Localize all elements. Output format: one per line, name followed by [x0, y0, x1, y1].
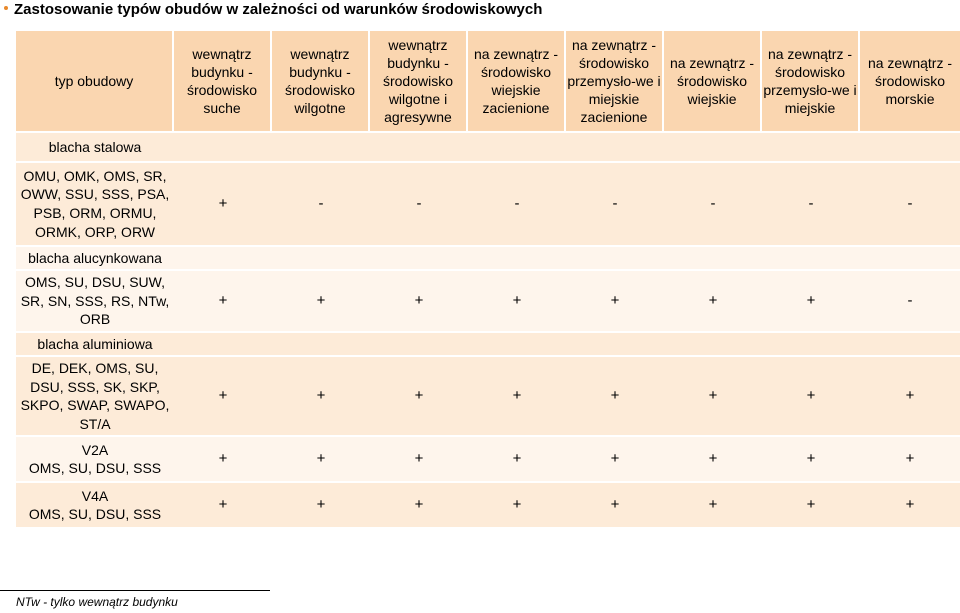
header-col: wewnątrz budynku - środowisko wilgotne: [272, 31, 370, 131]
header-col: wewnątrz budynku - środowisko suche: [174, 31, 272, 131]
value-cell: +: [468, 357, 566, 436]
table-row: V4A OMS, SU, DSU, SSS + + + + + + + +: [16, 483, 960, 528]
types-text: OMS, SU, DSU, SSS: [28, 506, 162, 523]
header-col: na zewnątrz - środowisko wiejskie zacien…: [468, 31, 566, 131]
material-label: blacha aluminiowa: [16, 333, 174, 355]
header-col: wewnątrz budynku - środowisko wilgotne i…: [370, 31, 468, 131]
value-cell: +: [174, 483, 272, 528]
footnote-divider: [0, 590, 270, 591]
value-cell: +: [566, 271, 664, 331]
value-cell: +: [370, 271, 468, 331]
value-cell: -: [860, 163, 960, 245]
value-cell: +: [860, 483, 960, 528]
value-cell: +: [566, 483, 664, 528]
table-body: blacha stalowa OMU, OMK, OMS, SR, OWW, S…: [16, 133, 960, 528]
value-cell: +: [370, 483, 468, 528]
value-cell: -: [664, 163, 762, 245]
value-cell: -: [566, 163, 664, 245]
bullet-icon: [4, 6, 8, 11]
value-cell: +: [468, 483, 566, 528]
types-label: OMU, OMK, OMS, SR, OWW, SSU, SSS, PSA, P…: [16, 163, 174, 245]
value-cell: +: [174, 163, 272, 245]
material-label: V2A: [81, 441, 109, 458]
table-row: blacha stalowa: [16, 133, 960, 161]
header-type: typ obudowy: [16, 31, 174, 131]
value-cell: -: [468, 163, 566, 245]
value-cell: +: [272, 271, 370, 331]
types-text: OMS, SU, DSU, SSS: [28, 460, 162, 477]
row-filler: [174, 333, 960, 355]
value-cell: +: [174, 357, 272, 436]
value-cell: +: [174, 437, 272, 482]
value-cell: -: [370, 163, 468, 245]
value-cell: +: [762, 437, 860, 482]
material-label: blacha stalowa: [16, 133, 174, 161]
value-cell: -: [272, 163, 370, 245]
header-col: na zewnątrz - środowisko wiejskie: [664, 31, 762, 131]
value-cell: +: [664, 271, 762, 331]
value-cell: +: [272, 483, 370, 528]
table-row: blacha alucynkowana: [16, 247, 960, 269]
table-row: V2A OMS, SU, DSU, SSS + + + + + + + +: [16, 437, 960, 482]
types-label: OMS, SU, DSU, SUW, SR, SN, SSS, RS, NTw,…: [16, 271, 174, 331]
housing-table: typ obudowy wewnątrz budynku - środowisk…: [16, 29, 960, 529]
value-cell: +: [468, 437, 566, 482]
types-label: V2A OMS, SU, DSU, SSS: [16, 437, 174, 482]
value-cell: +: [370, 357, 468, 436]
page-title: Zastosowanie typów obudów w zależności o…: [4, 0, 542, 20]
value-cell: +: [566, 357, 664, 436]
row-filler: [174, 247, 960, 269]
table-row: OMS, SU, DSU, SUW, SR, SN, SSS, RS, NTw,…: [16, 271, 960, 331]
value-cell: +: [664, 357, 762, 436]
value-cell: +: [566, 437, 664, 482]
header-col: na zewnątrz - środowisko przemysło-we i …: [566, 31, 664, 131]
value-cell: -: [762, 163, 860, 245]
value-cell: +: [860, 437, 960, 482]
value-cell: +: [272, 357, 370, 436]
table-row: OMU, OMK, OMS, SR, OWW, SSU, SSS, PSA, P…: [16, 163, 960, 245]
footnote: NTw - tylko wewnątrz budynku: [16, 595, 178, 609]
material-label: V4A: [81, 487, 109, 504]
value-cell: +: [762, 271, 860, 331]
header-col: na zewnątrz - środowisko morskie: [860, 31, 960, 131]
material-label: blacha alucynkowana: [16, 247, 174, 269]
value-cell: +: [272, 437, 370, 482]
value-cell: +: [762, 483, 860, 528]
value-cell: +: [664, 437, 762, 482]
table-row: DE, DEK, OMS, SU, DSU, SSS, SK, SKP, SKP…: [16, 357, 960, 436]
housing-table-container: typ obudowy wewnątrz budynku - środowisk…: [16, 29, 960, 529]
header-col: na zewnątrz - środowisko przemysło-we i …: [762, 31, 860, 131]
row-filler: [174, 133, 960, 161]
value-cell: -: [860, 271, 960, 331]
header-row: typ obudowy wewnątrz budynku - środowisk…: [16, 31, 960, 131]
types-label: V4A OMS, SU, DSU, SSS: [16, 483, 174, 528]
value-cell: +: [174, 271, 272, 331]
table-row: blacha aluminiowa: [16, 333, 960, 355]
value-cell: +: [860, 357, 960, 436]
value-cell: +: [664, 483, 762, 528]
value-cell: +: [370, 437, 468, 482]
value-cell: +: [762, 357, 860, 436]
value-cell: +: [468, 271, 566, 331]
page-title-text: Zastosowanie typów obudów w zależności o…: [14, 1, 543, 18]
types-label: DE, DEK, OMS, SU, DSU, SSS, SK, SKP, SKP…: [16, 357, 174, 436]
